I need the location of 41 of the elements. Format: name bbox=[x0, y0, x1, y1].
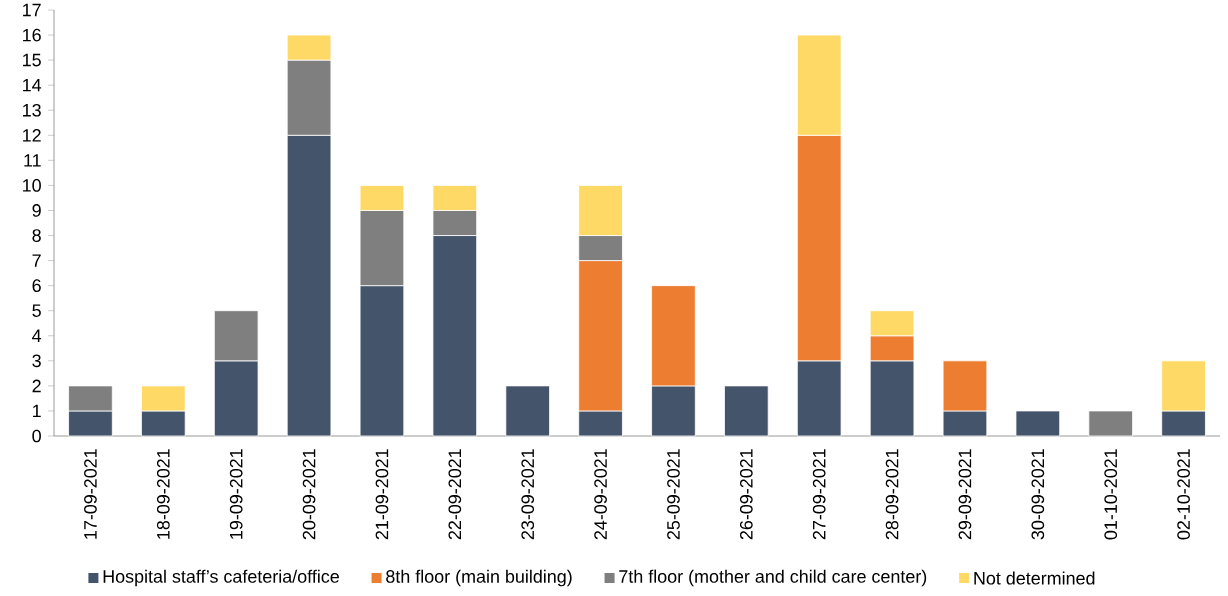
y-tick-label: 11 bbox=[24, 154, 41, 167]
x-tick-label: 19-09-2021 bbox=[229, 449, 243, 539]
x-tick-label: 01-10-2021 bbox=[1104, 449, 1118, 540]
y-tick-label: 12 bbox=[23, 129, 41, 142]
y-tick-label: 7 bbox=[32, 254, 41, 267]
legend-label: 7th floor (mother and child care center) bbox=[619, 569, 927, 587]
x-tick-label: 29-09-2021 bbox=[958, 449, 972, 540]
y-tick-label: 8 bbox=[32, 229, 41, 242]
x-tick-label: 24-09-2021 bbox=[594, 449, 607, 540]
y-tick-label: 13 bbox=[23, 103, 41, 117]
x-tick-label: 17-09-2021 bbox=[84, 449, 97, 539]
x-tick-label: 23-09-2021 bbox=[521, 449, 535, 540]
y-tick-label: 10 bbox=[23, 179, 41, 192]
x-tick-label: 20-09-2021 bbox=[302, 449, 316, 540]
bar bbox=[724, 385, 769, 437]
y-tick-label: 0 bbox=[32, 429, 41, 443]
y-tick-label: 16 bbox=[23, 28, 41, 42]
y-tick-label: 17 bbox=[23, 3, 41, 17]
x-tick-label: 28-09-2021 bbox=[885, 449, 899, 540]
y-tick-label: 2 bbox=[32, 379, 41, 393]
y-tick-label: 5 bbox=[32, 304, 41, 317]
x-tick-label: 25-09-2021 bbox=[667, 449, 680, 540]
x-tick-label: 26-09-2021 bbox=[739, 449, 753, 540]
y-tick-label: 4 bbox=[32, 329, 42, 342]
y-tick-label: 1 bbox=[33, 404, 41, 418]
x-tick-label: 30-09-2021 bbox=[1031, 449, 1045, 540]
y-tick-label: 15 bbox=[23, 53, 41, 67]
bar bbox=[1015, 410, 1061, 437]
x-tick-label: 22-09-2021 bbox=[448, 449, 462, 540]
legend-label: Hospital staff’s cafeteria/office bbox=[103, 569, 339, 587]
x-tick-label: 27-09-2021 bbox=[812, 449, 826, 540]
y-tick-label: 9 bbox=[32, 204, 41, 217]
x-tick-label: 02-10-2021 bbox=[1177, 449, 1190, 540]
y-tick-label: 6 bbox=[32, 279, 41, 293]
x-tick-label: 18-09-2021 bbox=[156, 449, 170, 539]
legend-label: Not determined bbox=[974, 571, 1095, 585]
x-tick-label: 21-09-2021 bbox=[375, 449, 389, 540]
bar bbox=[505, 385, 550, 437]
y-tick-label: 14 bbox=[23, 79, 42, 92]
legend-label: 8th floor (main building) bbox=[386, 569, 572, 587]
y-tick-label: 3 bbox=[32, 354, 41, 368]
